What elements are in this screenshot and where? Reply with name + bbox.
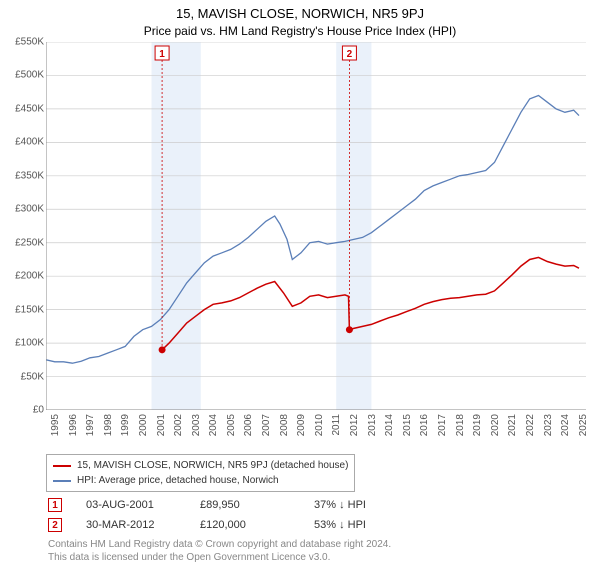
x-tick-label: 2020	[490, 414, 501, 436]
y-tick-label: £150K	[15, 304, 44, 315]
x-tick-label: 2010	[314, 414, 325, 436]
x-tick-label: 2011	[331, 414, 342, 436]
transaction-row: 2 30-MAR-2012 £120,000 53% ↓ HPI	[48, 518, 586, 532]
legend-label: HPI: Average price, detached house, Norw…	[77, 473, 279, 488]
x-tick-label: 2008	[279, 414, 290, 436]
chart-footer: 15, MAVISH CLOSE, NORWICH, NR5 9PJ (deta…	[46, 454, 586, 564]
x-tick-label: 2002	[173, 414, 184, 436]
x-tick-label: 2017	[437, 414, 448, 436]
marker-dot	[346, 326, 353, 333]
series-hpi	[46, 96, 579, 364]
marker-dot	[159, 346, 166, 353]
y-tick-label: £100K	[15, 338, 44, 349]
license-line1: Contains HM Land Registry data © Crown c…	[48, 539, 391, 550]
x-tick-label: 1995	[50, 414, 61, 436]
x-tick-label: 2009	[296, 414, 307, 436]
y-tick-label: £200K	[15, 271, 44, 282]
x-tick-label: 1996	[68, 414, 79, 436]
shaded-band	[152, 42, 201, 410]
marker-num: 1	[159, 49, 165, 60]
y-tick-label: £350K	[15, 170, 44, 181]
x-tick-label: 2004	[208, 414, 219, 436]
legend-row: 15, MAVISH CLOSE, NORWICH, NR5 9PJ (deta…	[53, 458, 348, 473]
x-tick-label: 2006	[243, 414, 254, 436]
chart-title: 15, MAVISH CLOSE, NORWICH, NR5 9PJ	[0, 0, 600, 21]
transaction-price: £120,000	[200, 519, 290, 531]
transaction-date: 03-AUG-2001	[86, 499, 176, 511]
chart-plot-area: 12	[46, 42, 586, 410]
x-tick-label: 2018	[455, 414, 466, 436]
x-tick-label: 2003	[191, 414, 202, 436]
y-tick-label: £0	[33, 405, 44, 416]
x-tick-label: 2014	[384, 414, 395, 436]
y-tick-label: £300K	[15, 204, 44, 215]
x-tick-label: 1998	[103, 414, 114, 436]
legend-box: 15, MAVISH CLOSE, NORWICH, NR5 9PJ (deta…	[46, 454, 355, 492]
y-tick-label: £50K	[21, 371, 44, 382]
y-tick-label: £500K	[15, 70, 44, 81]
x-tick-label: 2001	[156, 414, 167, 436]
legend-swatch	[53, 465, 71, 467]
x-tick-label: 2013	[367, 414, 378, 436]
shaded-band	[336, 42, 371, 410]
x-tick-label: 2025	[578, 414, 589, 436]
x-tick-label: 2015	[402, 414, 413, 436]
legend-row: HPI: Average price, detached house, Norw…	[53, 473, 348, 488]
x-tick-label: 2016	[419, 414, 430, 436]
transaction-pct: 37% ↓ HPI	[314, 499, 404, 511]
x-tick-label: 2019	[472, 414, 483, 436]
license-line2: This data is licensed under the Open Gov…	[48, 552, 330, 563]
chart-subtitle: Price paid vs. HM Land Registry's House …	[0, 21, 600, 42]
x-tick-label: 2005	[226, 414, 237, 436]
chart-svg: 12	[46, 42, 586, 410]
x-tick-label: 2007	[261, 414, 272, 436]
x-tick-label: 2000	[138, 414, 149, 436]
x-tick-label: 2024	[560, 414, 571, 436]
y-tick-label: £400K	[15, 137, 44, 148]
legend-swatch	[53, 480, 71, 482]
x-tick-label: 2021	[507, 414, 518, 436]
transaction-date: 30-MAR-2012	[86, 519, 176, 531]
x-tick-label: 2022	[525, 414, 536, 436]
transaction-pct: 53% ↓ HPI	[314, 519, 404, 531]
x-tick-label: 1997	[85, 414, 96, 436]
transaction-marker: 2	[48, 518, 62, 532]
license-text: Contains HM Land Registry data © Crown c…	[48, 538, 586, 564]
x-tick-label: 1999	[120, 414, 131, 436]
y-tick-label: £550K	[15, 37, 44, 48]
y-tick-label: £250K	[15, 237, 44, 248]
marker-num: 2	[347, 49, 353, 60]
transaction-marker: 1	[48, 498, 62, 512]
transaction-price: £89,950	[200, 499, 290, 511]
transaction-row: 1 03-AUG-2001 £89,950 37% ↓ HPI	[48, 498, 586, 512]
x-tick-label: 2023	[543, 414, 554, 436]
x-tick-label: 2012	[349, 414, 360, 436]
legend-label: 15, MAVISH CLOSE, NORWICH, NR5 9PJ (deta…	[77, 458, 348, 473]
y-tick-label: £450K	[15, 103, 44, 114]
